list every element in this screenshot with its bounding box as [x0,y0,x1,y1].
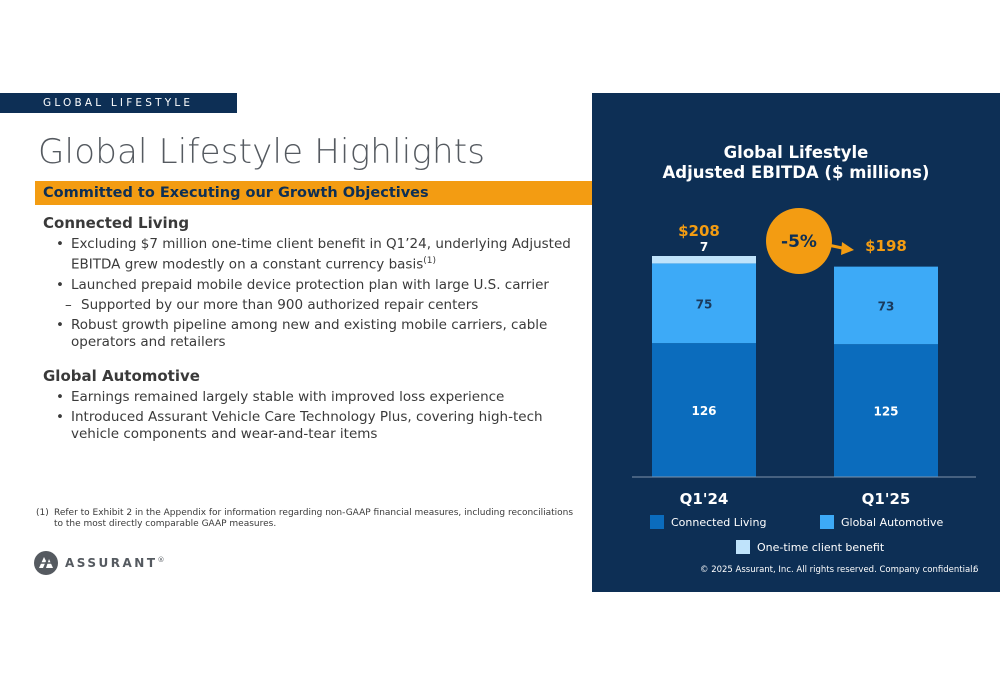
logo-text: ASSURANT [65,556,158,570]
bullet-icon: • [56,236,64,252]
bullet-icon: • [56,276,64,293]
chart-panel: Global Lifestyle Adjusted EBITDA ($ mill… [592,93,1000,592]
legend-label: One-time client benefit [757,541,885,554]
bullet-icon: • [56,388,64,405]
bullet-item: • Excluding $7 million one-time client be… [43,236,573,274]
total-label: $198 [865,237,907,255]
data-label: 7 [700,240,708,254]
data-label: 125 [873,405,898,419]
change-label: -5% [781,232,817,252]
highlights-content: Connected Living • Excluding $7 million o… [43,214,573,446]
bullet-text: Supported by our more than 900 authorize… [81,296,479,313]
legend-label: Global Automotive [841,516,943,529]
assurant-logo-icon [34,551,58,575]
chart-title: Global Lifestyle Adjusted EBITDA ($ mill… [592,143,1000,183]
footnote-ref: (1) [423,256,436,266]
bullet-icon: • [56,408,64,425]
subtitle-banner: Committed to Executing our Growth Object… [35,181,610,205]
change-arrow-head-icon [841,242,854,255]
bullet-text: Earnings remained largely stable with im… [71,388,505,405]
bar-connected-living-0 [652,343,756,477]
x-tick-label: Q1'25 [862,490,911,508]
bullet-text: Robust growth pipeline among new and exi… [71,316,548,350]
bar-one-time-client-benefit-0 [652,256,756,264]
section-tag: GLOBAL LIFESTYLE [0,93,237,113]
assurant-logo: ASSURANT ® [33,550,165,576]
section-connected-living: Connected Living • Excluding $7 million o… [43,214,573,351]
bar-global-automotive-1 [834,266,938,345]
sub-bullet-item: – Supported by our more than 900 authoriz… [43,297,573,314]
page-title: Global Lifestyle Highlights [38,132,486,172]
legend-label: Connected Living [671,516,766,529]
bullet-list: • Excluding $7 million one-time client be… [43,236,573,351]
total-label: $208 [678,222,720,240]
bullet-item: • Introduced Assurant Vehicle Care Techno… [43,409,573,443]
bar-connected-living-1 [834,344,938,477]
bullet-text: Introduced Assurant Vehicle Care Technol… [71,408,543,442]
legend-swatch [650,515,664,529]
section-heading: Global Automotive [43,366,200,385]
x-tick-label: Q1'24 [680,490,729,508]
adjusted-ebitda-chart: 126 75 7 Q1'24 125 73 Q1'25 $208 $198 -5% Connecte… [632,208,976,554]
bullet-text: Launched prepaid mobile device protectio… [71,276,549,293]
bullet-list: • Earnings remained largely stable with i… [43,389,573,443]
page-number: 6 [973,565,979,575]
legend-swatch [736,540,750,554]
legend-swatch [820,515,834,529]
copyright-text: © 2025 Assurant, Inc. All rights reserve… [700,565,976,575]
dash-icon: – [65,296,72,313]
bullet-icon: • [56,316,64,333]
bullet-item: • Earnings remained largely stable with i… [43,389,573,406]
data-label: 73 [878,299,895,313]
footnote-text: Refer to Exhibit 2 in the Appendix for i… [54,508,574,529]
bullet-text: Excluding $7 million one-time client ben… [71,236,571,273]
chart-title-line: Global Lifestyle [723,143,869,162]
bullet-item: • Launched prepaid mobile device protecti… [43,277,573,294]
registered-mark: ® [157,556,165,564]
data-label: 75 [696,297,713,311]
change-bubble [766,208,832,274]
chart-title-line: Adjusted EBITDA ($ millions) [662,163,930,182]
bar-global-automotive-0 [652,263,756,344]
section-heading: Connected Living [43,214,190,232]
footnote: (1) Refer to Exhibit 2 in the Appendix f… [36,508,576,530]
bullet-item: • Robust growth pipeline among new and ex… [43,317,573,351]
footnote-number: (1) [36,508,49,518]
section-global-automotive: Global Automotive • Earnings remained lar… [43,367,573,443]
data-label: 126 [691,404,716,418]
